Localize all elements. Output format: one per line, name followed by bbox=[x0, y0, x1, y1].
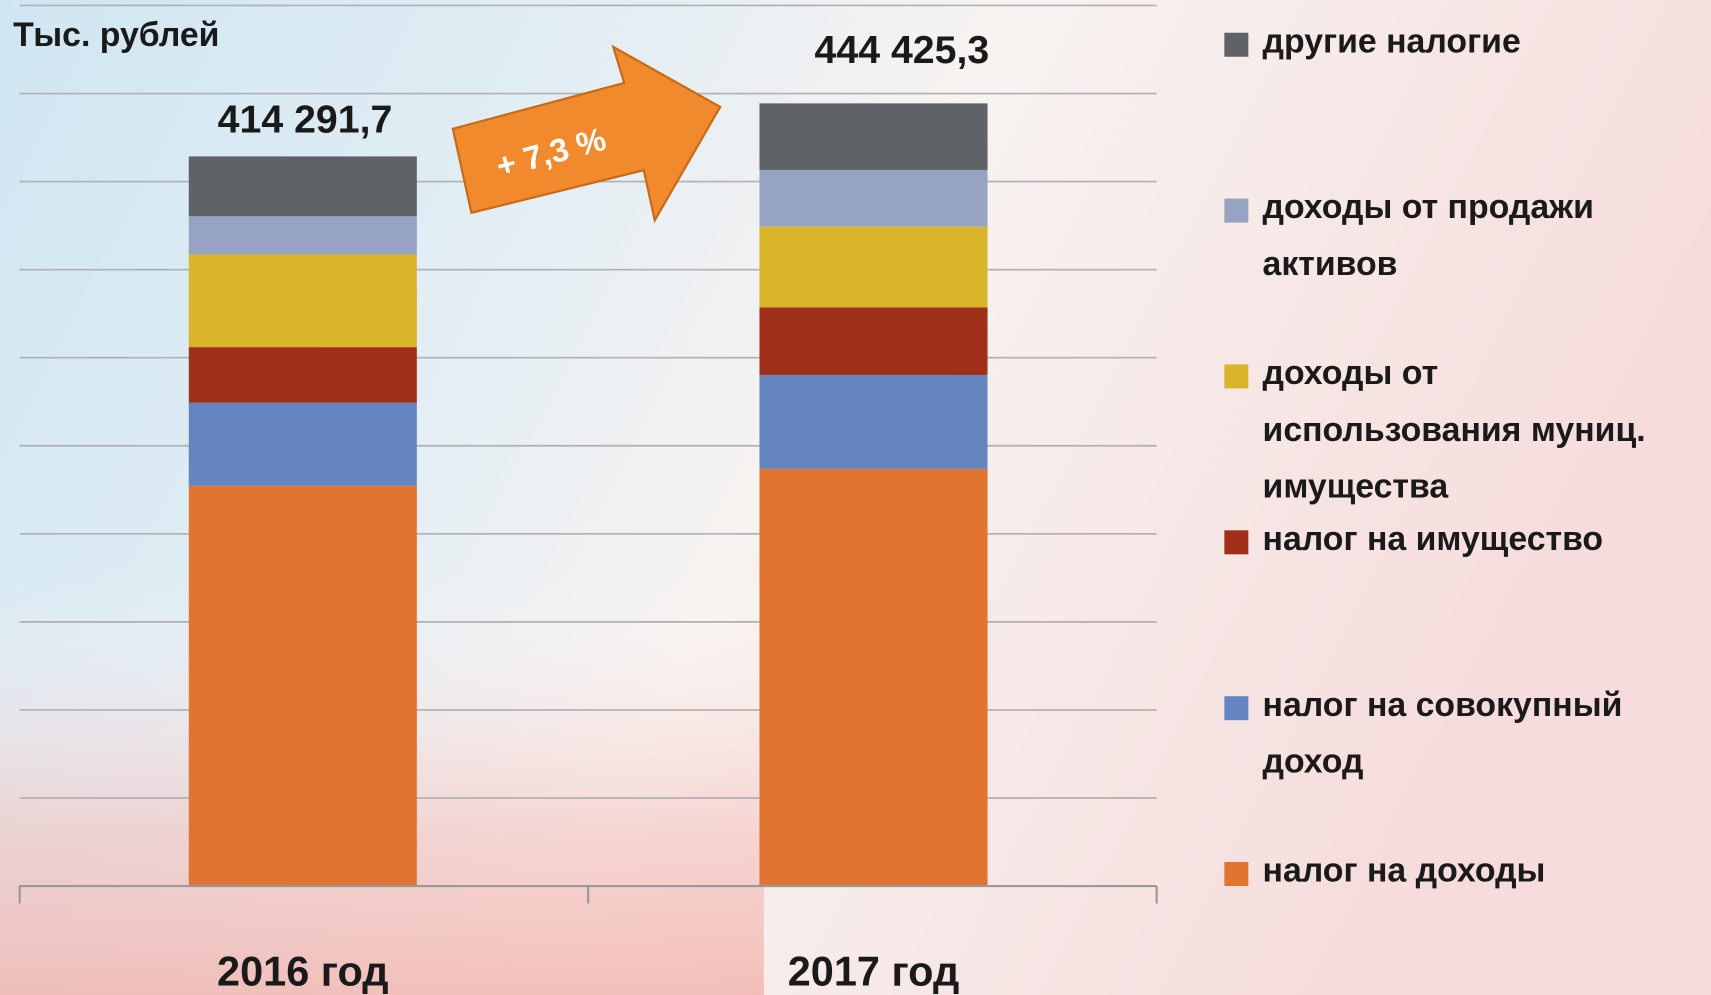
legend-swatch bbox=[1224, 32, 1249, 57]
legend-label: налог на доходы bbox=[1262, 851, 1546, 890]
growth-arrow bbox=[451, 44, 722, 224]
total-label: 414 291,7 bbox=[218, 97, 393, 141]
bar-segment bbox=[188, 347, 417, 403]
legend: другие налогие доходы от продажи активов д… bbox=[1224, 0, 1704, 995]
legend-swatch bbox=[1224, 696, 1249, 721]
bar-segment bbox=[188, 485, 417, 887]
legend-item: налог на совокупный доход bbox=[1224, 685, 1704, 790]
bar-segment bbox=[759, 468, 988, 887]
total-label: 444 425,3 bbox=[815, 28, 990, 72]
bar-segment bbox=[188, 156, 417, 217]
y-axis-label: Тыс. рублей bbox=[13, 16, 219, 54]
bar-segment bbox=[759, 169, 988, 227]
legend-swatch bbox=[1224, 198, 1249, 223]
legend-label: доходы от использования муниц. имущества bbox=[1262, 353, 1646, 506]
bar-segment bbox=[759, 103, 988, 170]
legend-item: налог на имущество bbox=[1224, 519, 1704, 568]
bar-segment bbox=[759, 374, 988, 469]
bar-segment bbox=[188, 216, 417, 255]
legend-label: налог на имущество bbox=[1262, 519, 1604, 558]
x-tick-label: 2016 год bbox=[217, 947, 389, 994]
bar-segment bbox=[188, 402, 417, 486]
bar-segment bbox=[759, 226, 988, 308]
legend-item: доходы от использования муниц. имущества bbox=[1224, 354, 1704, 515]
bar-segment bbox=[188, 254, 417, 348]
legend-swatch bbox=[1224, 530, 1249, 555]
legend-label: другие налогие bbox=[1262, 21, 1521, 61]
legend-swatch bbox=[1224, 862, 1249, 887]
legend-label: налог на совокупный доход bbox=[1262, 685, 1623, 781]
bar-segment bbox=[759, 307, 988, 375]
legend-item: налог на доходы bbox=[1224, 851, 1704, 900]
x-tick-label: 2017 год bbox=[788, 947, 960, 994]
legend-item: доходы от продажи активов bbox=[1224, 188, 1704, 292]
legend-swatch bbox=[1224, 364, 1249, 389]
legend-label: доходы от продажи активов bbox=[1262, 187, 1594, 283]
legend-item: другие налогие bbox=[1224, 22, 1704, 70]
